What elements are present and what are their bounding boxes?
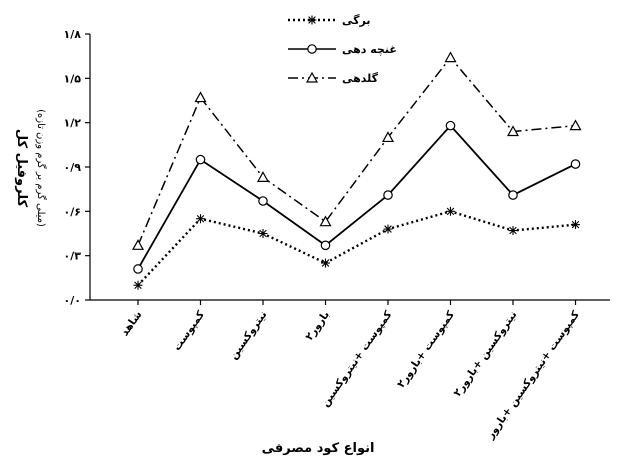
x-tick-label: کمپوست +نیتروکسین <box>319 308 395 409</box>
data-point <box>133 280 143 290</box>
legend-label: گلدهی <box>342 72 379 85</box>
data-point <box>196 214 205 224</box>
series-1 <box>133 206 580 290</box>
y-tick-label: ۰/۶ <box>64 205 81 218</box>
data-point <box>445 120 456 131</box>
legend-item: برگی <box>288 14 371 27</box>
data-point <box>321 258 330 268</box>
y-tick-label: ۰/۹ <box>64 161 82 174</box>
data-point <box>258 196 268 206</box>
legend-label: برگی <box>342 14 371 27</box>
data-point <box>258 229 268 238</box>
series-line <box>137 56 576 246</box>
legend-marker <box>307 44 317 54</box>
legend-label: غنچه دهی <box>342 43 397 56</box>
y-axis-unit: (میلی گرم بر گرم وزن تازه) <box>35 109 47 227</box>
series-3 <box>131 51 582 250</box>
data-point <box>383 224 393 234</box>
legend-item: گلدهی <box>288 71 379 85</box>
data-point <box>571 220 580 230</box>
data-point <box>444 51 457 63</box>
x-tick-label: شاهد <box>119 309 145 339</box>
legend: برگی غنچه دهی گلدهی <box>288 14 397 85</box>
data-point <box>508 190 518 200</box>
y-tick-label: ۱/۸ <box>64 28 82 41</box>
y-tick-label: ۰/۳ <box>64 250 82 263</box>
data-point <box>506 125 520 137</box>
data-point <box>256 171 270 182</box>
data-point <box>569 119 582 131</box>
x-tick-label: کمپوست +بارور۲ <box>395 308 457 390</box>
y-tick-label: ۱/۲ <box>64 117 82 130</box>
data-point <box>381 131 395 143</box>
data-point <box>194 91 207 103</box>
legend-marker <box>305 71 319 83</box>
data-point <box>131 239 145 250</box>
series-line <box>137 124 576 270</box>
data-point <box>320 240 331 251</box>
series-line <box>137 210 576 287</box>
series-2 <box>133 120 581 274</box>
y-tick-label: ۰/۰ <box>64 294 81 307</box>
data-point <box>446 206 455 216</box>
legend-item: غنچه دهی <box>288 43 397 56</box>
data-point <box>319 215 332 227</box>
x-tick-label: نیتروکسین +بارور۲ <box>451 309 519 399</box>
y-tick-label: ۱/۵ <box>64 72 82 85</box>
data-point <box>570 159 581 169</box>
series-layer <box>131 51 582 290</box>
x-axis-label: انواع کود مصرفی <box>262 441 375 456</box>
y-ticks: ۰/۰ ۰/۳ ۰/۶ ۰/۹ ۱/۲ ۱/۵ ۱/۸ <box>64 28 90 307</box>
x-tick-label: بارور۲ <box>303 309 332 343</box>
data-point <box>383 190 393 200</box>
data-point <box>508 226 518 236</box>
x-tick-label: کمپوست <box>171 308 207 353</box>
x-tick-label: نیتروکسین <box>227 309 269 362</box>
legend-marker <box>307 15 317 25</box>
y-axis-label: کلروفیل کل <box>14 129 29 208</box>
data-point <box>133 264 143 274</box>
data-point <box>195 154 206 165</box>
